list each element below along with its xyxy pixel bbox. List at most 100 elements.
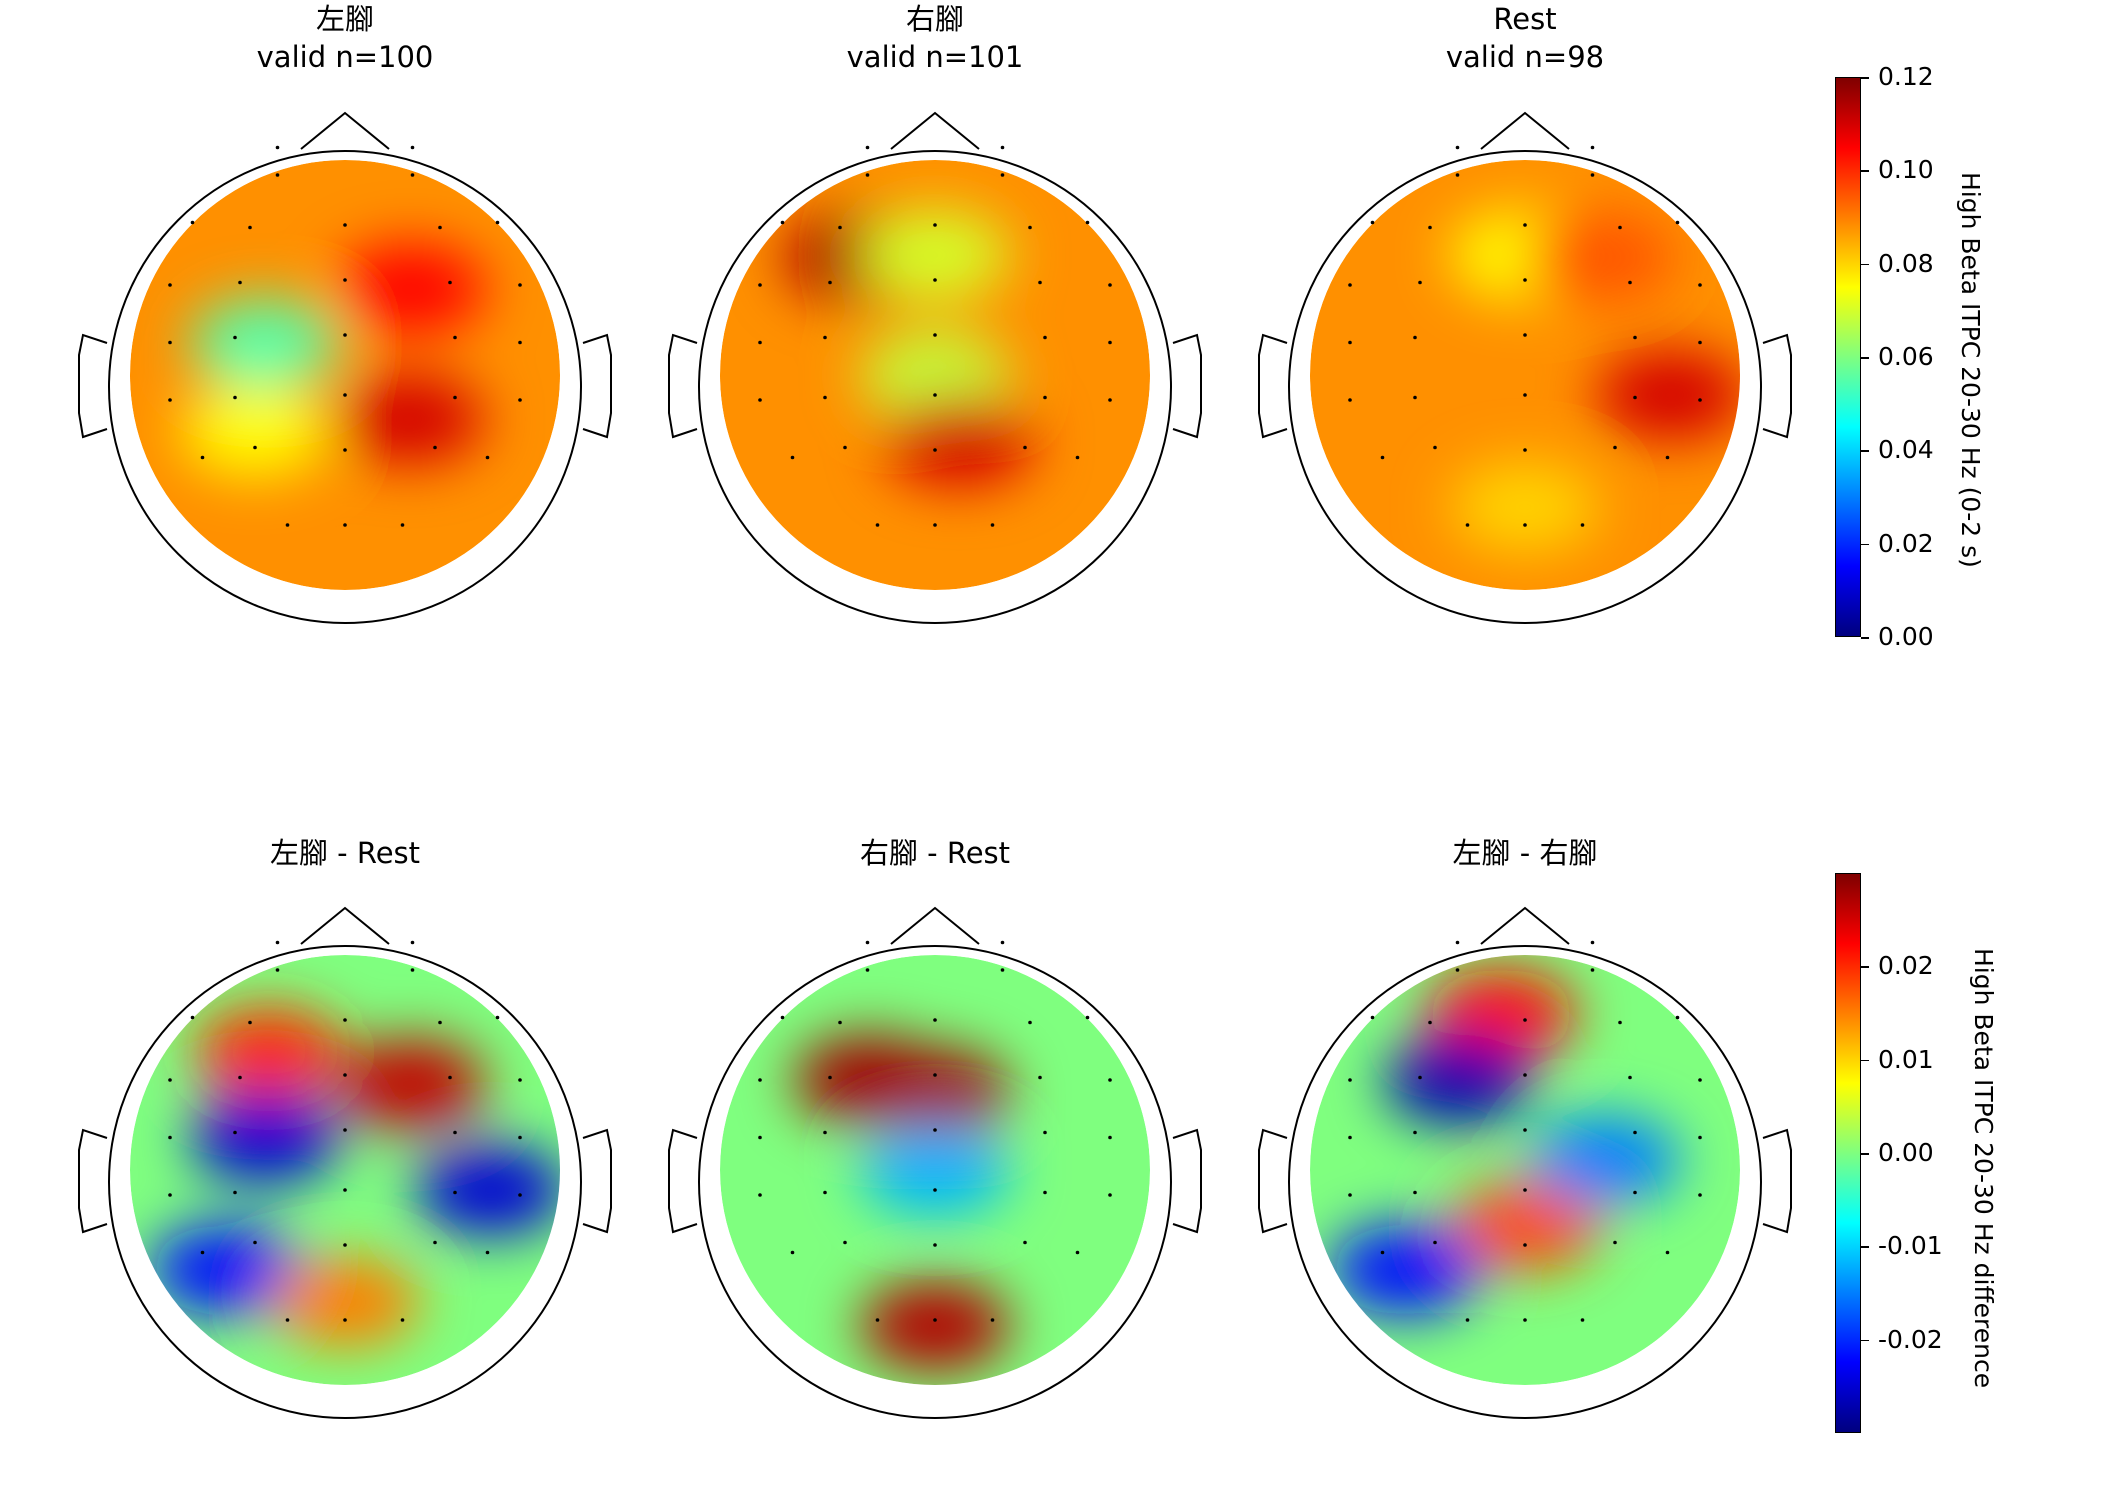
- electrode-marker: [343, 1018, 347, 1022]
- electrode-marker: [1413, 1130, 1417, 1135]
- electrode-marker: [1380, 455, 1385, 460]
- colorbar-tick-label: 0.00: [1878, 622, 1934, 651]
- topomap-hotspot: [1330, 1225, 1480, 1315]
- electrode-marker: [275, 145, 280, 150]
- topomap-hotspot: [1384, 1035, 1534, 1125]
- electrode-marker: [410, 968, 415, 972]
- electrode-marker: [1023, 445, 1027, 450]
- electrode-marker: [933, 1188, 937, 1192]
- electrode-marker: [448, 280, 452, 285]
- electrode-marker: [453, 1190, 457, 1195]
- electrode-marker: [1633, 395, 1637, 400]
- electrode-marker: [1698, 1193, 1702, 1197]
- electrode-marker: [275, 940, 280, 945]
- electrode-marker: [233, 1190, 237, 1195]
- right-ear-outline: [1762, 333, 1792, 439]
- colorbar-tick-label: 0.06: [1878, 342, 1934, 371]
- electrode-marker: [1000, 145, 1005, 150]
- electrode-marker: [1043, 395, 1047, 400]
- electrode-marker: [190, 1015, 195, 1020]
- electrode-marker: [343, 278, 347, 282]
- electrode-marker: [843, 445, 847, 450]
- electrode-marker: [400, 523, 405, 527]
- electrode-marker: [343, 1128, 347, 1132]
- colorbar-tick-mark: [1861, 966, 1869, 968]
- electrode-marker: [758, 1193, 762, 1197]
- nose-outline: [890, 111, 980, 150]
- colorbar-tick-mark: [1861, 637, 1869, 639]
- electrode-marker: [1108, 340, 1112, 345]
- right-ear-outline: [582, 333, 612, 439]
- electrode-marker: [1618, 1020, 1622, 1025]
- electrode-marker: [1633, 1190, 1637, 1195]
- electrode-marker: [1413, 335, 1417, 340]
- electrode-marker: [1418, 280, 1422, 285]
- right-ear-outline: [1172, 1128, 1202, 1234]
- electrode-marker: [933, 1128, 937, 1132]
- electrode-marker: [518, 283, 522, 287]
- electrode-marker: [933, 1243, 937, 1247]
- topomap-title-left-minus-right: 左腳 - 右腳: [1265, 834, 1785, 872]
- electrode-marker: [248, 1020, 252, 1025]
- electrode-marker: [343, 333, 347, 337]
- colorbar-tick-mark: [1861, 1059, 1869, 1062]
- topomap-hotspot: [334, 374, 484, 464]
- topomap-title-left-minus-rest: 左腳 - Rest: [85, 834, 605, 872]
- electrode-marker: [933, 278, 937, 282]
- electrode-marker: [780, 1015, 785, 1020]
- topomap-hotspot: [180, 386, 330, 476]
- colorbar-tick-label: 0.02: [1878, 528, 1934, 558]
- electrode-marker: [438, 225, 442, 230]
- electrode-marker: [1428, 1020, 1432, 1025]
- electrode-marker: [1108, 1135, 1112, 1140]
- electrode-marker: [1523, 1318, 1527, 1322]
- electrode-marker: [1698, 398, 1702, 402]
- electrode-marker: [285, 1318, 290, 1322]
- head-outline: [698, 150, 1172, 624]
- electrode-marker: [518, 1078, 522, 1082]
- electrode-marker: [518, 340, 522, 345]
- left-ear-outline: [1258, 333, 1288, 439]
- electrode-marker: [410, 940, 415, 945]
- electrode-marker: [1590, 145, 1595, 150]
- head-outline: [698, 945, 1172, 1419]
- electrode-marker: [168, 1193, 172, 1197]
- electrode-marker: [828, 280, 832, 285]
- electrode-marker: [1455, 145, 1460, 150]
- electrode-marker: [200, 455, 205, 460]
- electrode-marker: [495, 220, 500, 225]
- electrode-marker: [1075, 1250, 1080, 1255]
- title-line1: 右腳: [905, 2, 964, 36]
- topomap-hotspot: [860, 1125, 1010, 1215]
- nose-outline: [1480, 906, 1570, 945]
- electrode-marker: [238, 280, 242, 285]
- electrode-marker: [933, 1318, 937, 1322]
- topomap-title-rest: Rest valid n=98: [1265, 0, 1785, 76]
- electrode-marker: [828, 1075, 832, 1080]
- title-line1: 左腳 - Rest: [269, 836, 421, 870]
- title-line2: valid n=98: [1445, 40, 1605, 74]
- electrode-marker: [1465, 1318, 1470, 1322]
- electrode-marker: [790, 455, 795, 460]
- electrode-marker: [233, 335, 237, 340]
- topomap-hotspot: [860, 1049, 1010, 1139]
- electrode-marker: [485, 455, 490, 460]
- electrode-marker: [838, 1020, 842, 1025]
- electrode-marker: [823, 395, 827, 400]
- electrode-marker: [823, 1130, 827, 1135]
- electrode-marker: [1523, 393, 1527, 397]
- electrode-marker: [865, 173, 870, 177]
- electrode-marker: [1433, 445, 1437, 450]
- electrode-marker: [1465, 523, 1470, 527]
- electrode-marker: [343, 523, 347, 527]
- electrode-marker: [168, 340, 172, 345]
- electrode-marker: [1698, 283, 1702, 287]
- title-line1: Rest: [1493, 2, 1557, 36]
- electrode-marker: [1613, 1240, 1617, 1245]
- topomap-hotspot: [1450, 1181, 1600, 1271]
- electrode-marker: [1370, 220, 1375, 225]
- electrode-marker: [1108, 283, 1112, 287]
- electrode-marker: [343, 1188, 347, 1192]
- electrode-marker: [168, 398, 172, 402]
- colorbar-tick-label: 0.02: [1878, 951, 1934, 981]
